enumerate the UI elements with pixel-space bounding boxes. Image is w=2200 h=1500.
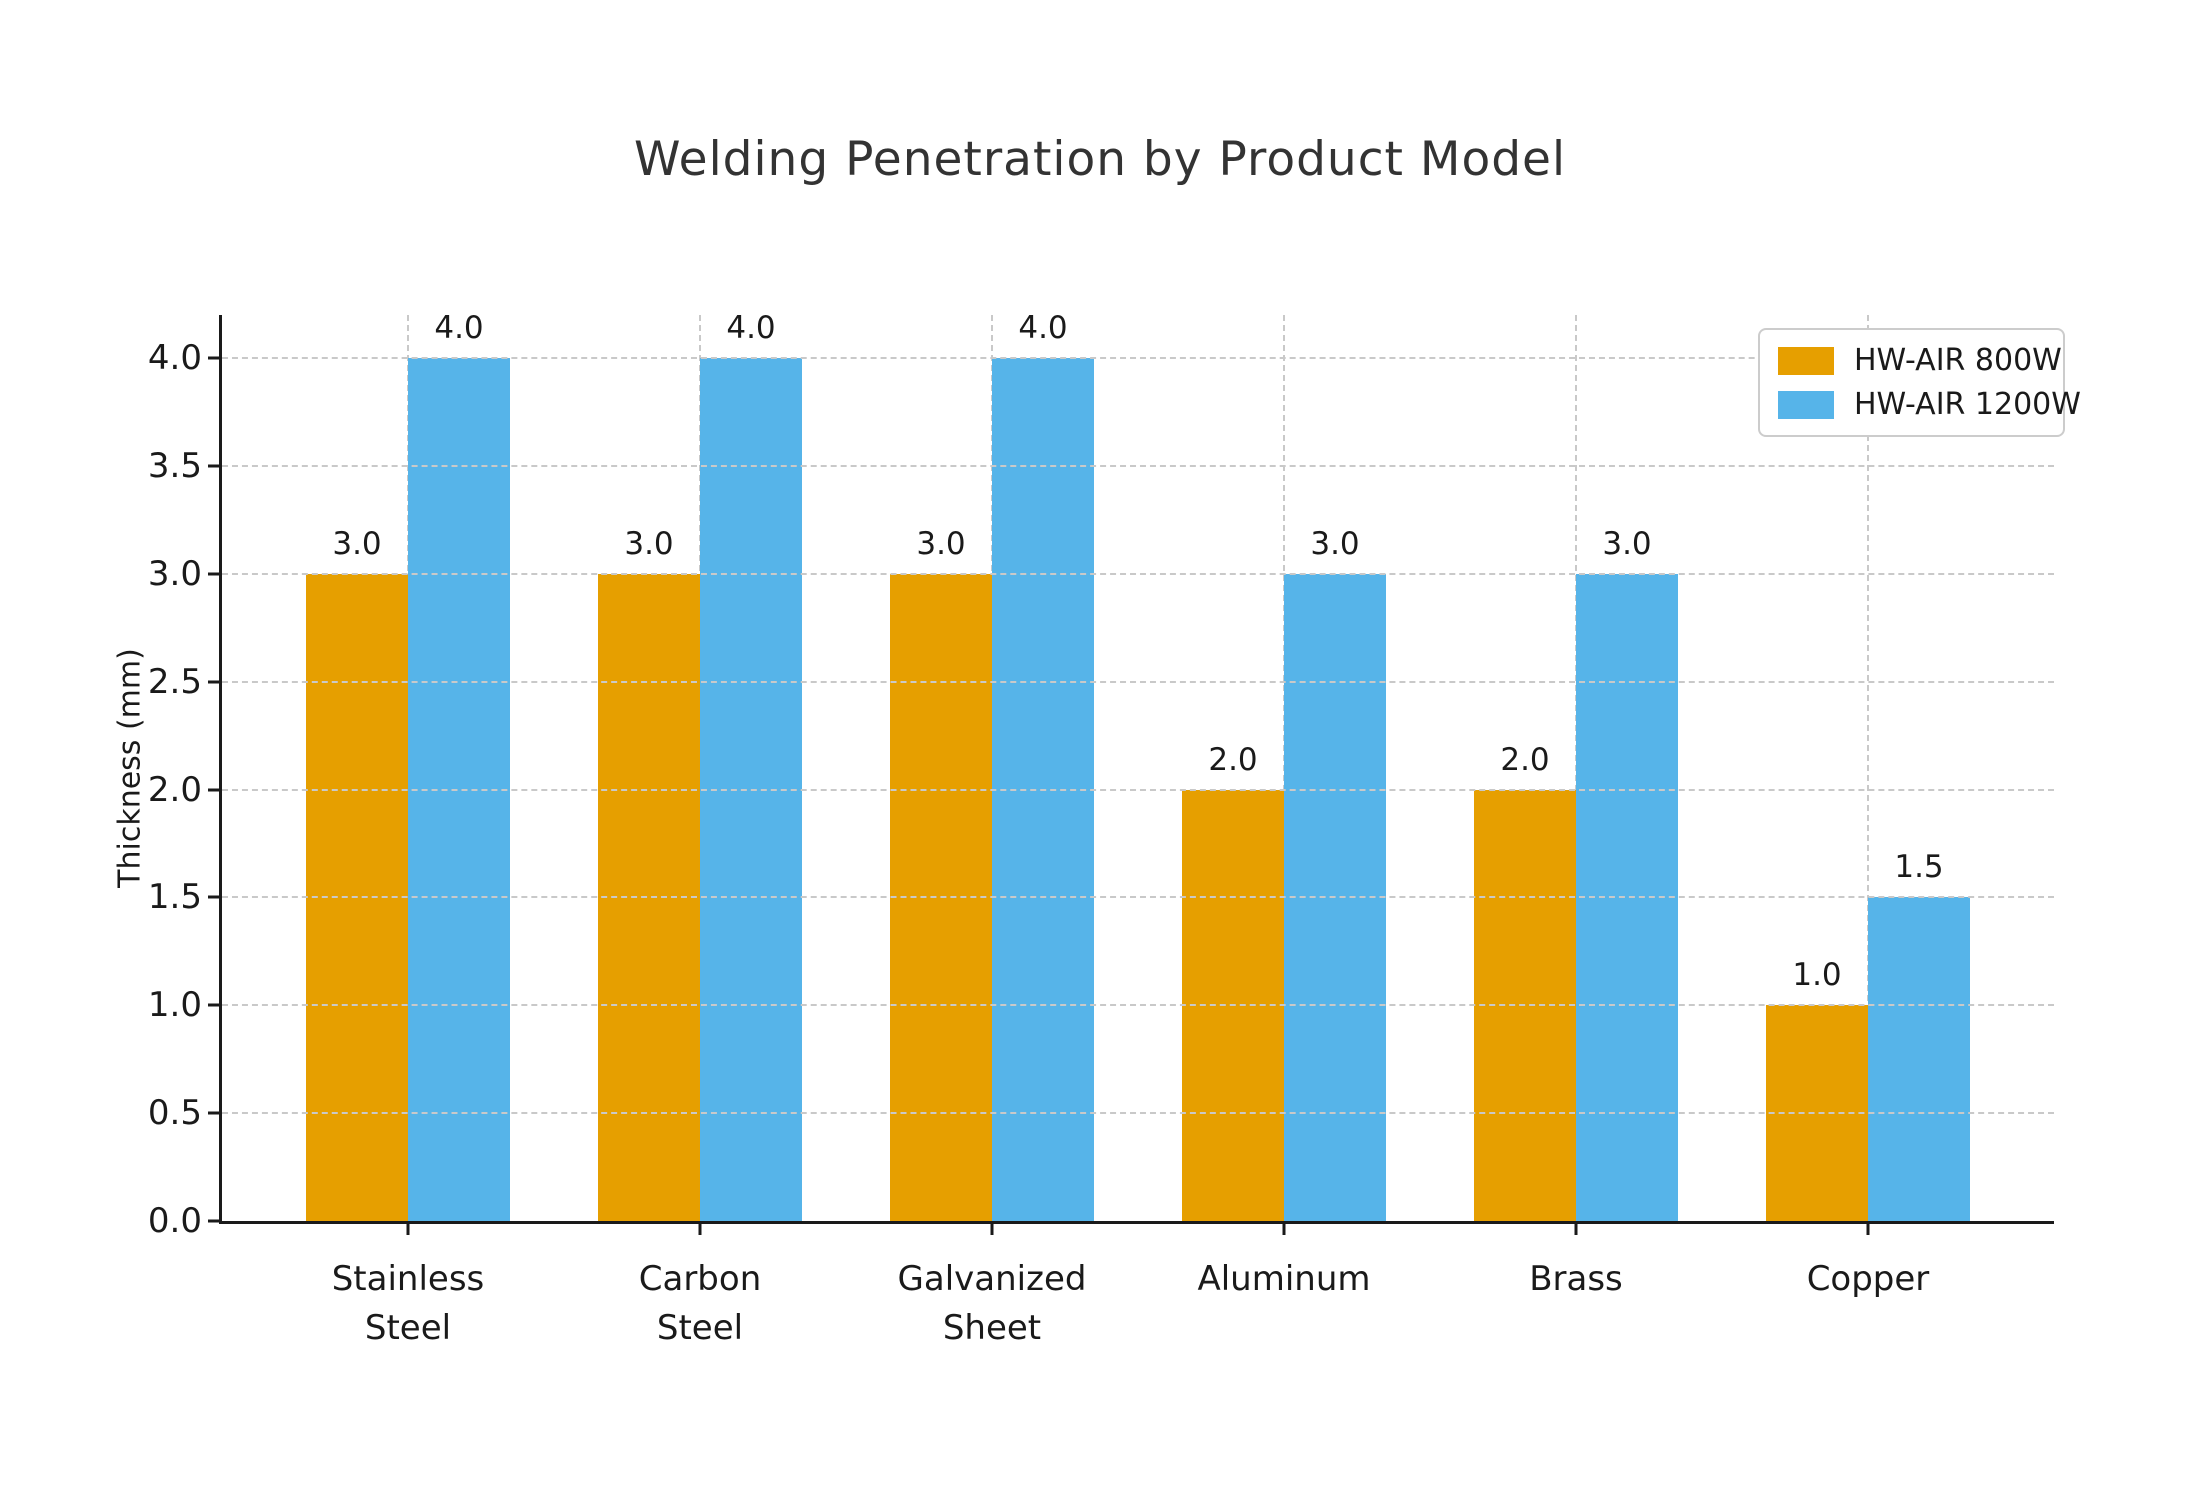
legend-label-series-1: HW-AIR 800W <box>1854 343 2062 378</box>
bar-value-label: 3.0 <box>1602 525 1652 562</box>
horizontal-gridline <box>222 896 2054 899</box>
bar-value-label: 4.0 <box>1018 310 1068 347</box>
y-tick-mark <box>208 572 222 576</box>
y-tick-mark <box>208 1003 222 1007</box>
y-tick-mark <box>208 1111 222 1115</box>
horizontal-gridline <box>222 680 2054 683</box>
bar-value-label: 2.0 <box>1208 741 1258 778</box>
legend: HW-AIR 800W HW-AIR 1200W <box>1758 328 2081 437</box>
vertical-gridline <box>1867 315 1869 1221</box>
horizontal-gridline <box>222 357 2054 360</box>
y-tick-label: 0.5 <box>147 1093 202 1134</box>
bar-value-label: 3.0 <box>1310 525 1360 562</box>
bar-value-label: 3.0 <box>624 525 674 562</box>
chart-title: Welding Penetration by Product Model <box>633 132 1567 187</box>
y-tick-mark <box>208 356 222 360</box>
bar-value-label: 4.0 <box>726 310 776 347</box>
x-tick-label-2: Carbon Steel <box>638 1259 762 1349</box>
bar-value-label: 3.0 <box>916 525 966 562</box>
horizontal-gridline <box>222 465 2054 467</box>
legend-swatch-series-1 <box>1778 346 1834 375</box>
bar-value-label: 4.0 <box>434 310 484 347</box>
horizontal-gridline <box>222 572 2054 575</box>
y-tick-mark <box>208 788 222 792</box>
bar-value-label: 2.0 <box>1500 741 1550 778</box>
x-tick-mark <box>1282 1221 1286 1235</box>
y-tick-label: 0.0 <box>147 1201 202 1241</box>
x-tick-mark <box>1574 1221 1578 1235</box>
x-tick-mark <box>698 1221 702 1235</box>
y-tick-label: 3.5 <box>147 446 202 486</box>
horizontal-gridline <box>222 1112 2054 1115</box>
bar-hw-air-1200w-6 <box>1868 897 1970 1221</box>
x-tick-mark <box>406 1221 410 1235</box>
legend-row: HW-AIR 1200W <box>1778 387 2081 422</box>
y-tick-label: 4.0 <box>147 338 202 379</box>
x-axis-spine <box>219 1221 2054 1224</box>
y-tick-label: 2.5 <box>147 661 202 702</box>
plot-area: 3.0 3.0 3.0 2.0 2.0 1.0 4.0 4.0 4.0 3.0 3.0 1.5 <box>219 310 2054 1224</box>
y-tick-mark <box>208 895 222 899</box>
horizontal-gridline <box>222 788 2054 791</box>
x-tick-mark <box>990 1221 994 1235</box>
y-tick-mark <box>208 680 222 684</box>
x-tick-label-4: Aluminum <box>1197 1259 1371 1299</box>
y-tick-label: 3.0 <box>147 553 202 594</box>
x-tick-label-1: Stainless Steel <box>331 1259 485 1349</box>
y-axis-spine <box>219 315 222 1224</box>
legend-label-series-2: HW-AIR 1200W <box>1854 387 2081 422</box>
horizontal-gridline <box>222 1004 2054 1007</box>
y-tick-label: 1.0 <box>147 985 202 1026</box>
bar-value-label: 1.5 <box>1894 849 1944 886</box>
x-tick-label-5: Brass <box>1529 1259 1623 1299</box>
y-tick-label: 1.5 <box>147 877 202 918</box>
bar-value-label: 1.0 <box>1792 957 1842 994</box>
legend-swatch-series-2 <box>1778 390 1834 419</box>
legend-row: HW-AIR 800W <box>1778 343 2062 378</box>
x-tick-label-6: Copper <box>1806 1259 1930 1299</box>
x-tick-label-3: Galvanized Sheet <box>897 1259 1087 1349</box>
y-tick-mark <box>208 1219 222 1223</box>
y-tick-label: 2.0 <box>147 769 202 810</box>
x-tick-mark <box>1866 1221 1870 1235</box>
y-tick-mark <box>208 464 222 468</box>
bar-value-label: 3.0 <box>332 525 382 562</box>
